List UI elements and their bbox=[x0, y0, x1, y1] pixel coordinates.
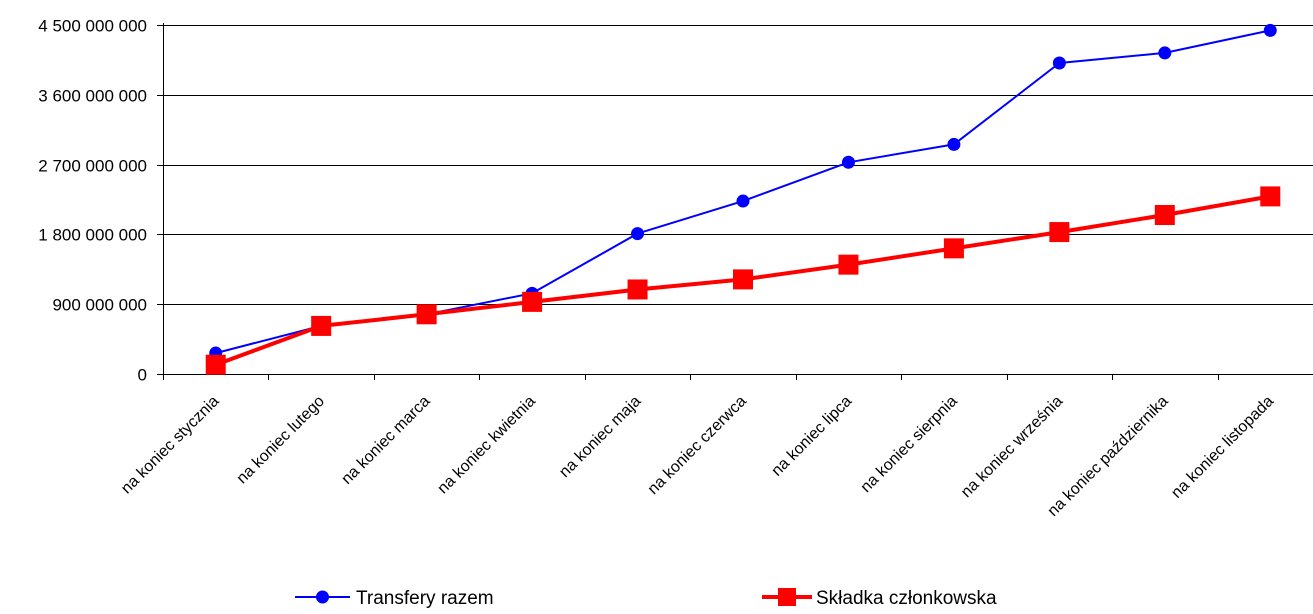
x-tick-label: na koniec kwietnia bbox=[434, 393, 539, 498]
x-tick-label: na koniec sierpnia bbox=[858, 393, 961, 496]
data-point bbox=[1263, 23, 1277, 37]
legend-marker bbox=[316, 590, 329, 604]
y-tick-label: 3 600 000 000 bbox=[38, 87, 147, 106]
x-tick-label: na koniec czerwca bbox=[645, 393, 750, 498]
data-point bbox=[416, 304, 437, 325]
series-transfery bbox=[209, 23, 1277, 360]
data-point bbox=[1052, 56, 1066, 70]
y-tick-label: 0 bbox=[138, 366, 147, 385]
x-tick-label: na koniec lipca bbox=[768, 393, 855, 480]
data-point bbox=[841, 155, 855, 169]
legend-label: Składka członkowska bbox=[816, 588, 997, 609]
data-point bbox=[838, 254, 859, 275]
y-axis-tick-labels: 0 900 000 000 1 800 000 000 2 700 000 000 3 … bbox=[38, 17, 147, 385]
x-tick-label: na koniec października bbox=[1045, 393, 1172, 520]
data-point bbox=[522, 291, 543, 312]
data-point bbox=[1260, 186, 1281, 207]
y-tick-label: 1 800 000 000 bbox=[38, 226, 147, 245]
x-tick-label: na koniec marca bbox=[338, 393, 433, 488]
legend-item: Transfery razem bbox=[295, 588, 494, 609]
y-tick-label: 4 500 000 000 bbox=[38, 17, 147, 36]
x-tick-label: na koniec września bbox=[958, 393, 1066, 501]
x-tick-label: na koniec lutego bbox=[234, 393, 328, 487]
legend-marker bbox=[778, 588, 796, 606]
legend-label: Transfery razem bbox=[356, 588, 494, 609]
axes bbox=[157, 23, 1313, 380]
x-tick-label: na koniec maja bbox=[556, 393, 644, 481]
series-lines bbox=[205, 23, 1281, 375]
data-point bbox=[947, 137, 961, 151]
legend: Transfery razem Składka członkowska bbox=[295, 588, 997, 609]
data-point bbox=[631, 227, 645, 241]
y-tick-label: 900 000 000 bbox=[52, 296, 147, 315]
x-tick-label: na koniec stycznia bbox=[118, 393, 223, 498]
data-point bbox=[736, 194, 750, 208]
data-point bbox=[1154, 205, 1175, 226]
x-axis-tick-labels: na koniec stycznia na koniec lutego na kon… bbox=[118, 393, 1277, 520]
data-point bbox=[733, 269, 753, 290]
data-point bbox=[627, 279, 648, 300]
x-tick-label: na koniec listopada bbox=[1168, 393, 1277, 502]
series-skladka bbox=[205, 186, 1281, 375]
gridlines bbox=[163, 25, 1313, 305]
data-point bbox=[1049, 222, 1070, 243]
data-point bbox=[1158, 46, 1172, 60]
data-point bbox=[943, 238, 964, 259]
data-point bbox=[205, 354, 226, 375]
legend-item: Składka członkowska bbox=[762, 588, 997, 609]
y-tick-label: 2 700 000 000 bbox=[38, 157, 147, 176]
data-point bbox=[311, 315, 332, 336]
